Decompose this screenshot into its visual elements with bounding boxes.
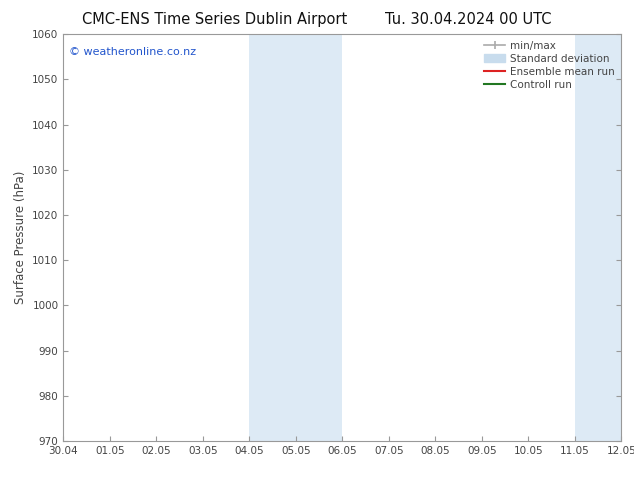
Y-axis label: Surface Pressure (hPa): Surface Pressure (hPa): [14, 171, 27, 304]
Text: CMC-ENS Time Series Dublin Airport: CMC-ENS Time Series Dublin Airport: [82, 12, 347, 27]
Text: © weatheronline.co.nz: © weatheronline.co.nz: [69, 47, 196, 56]
Legend: min/max, Standard deviation, Ensemble mean run, Controll run: min/max, Standard deviation, Ensemble me…: [481, 37, 618, 93]
Bar: [575, 34, 634, 441]
Bar: [249, 34, 342, 441]
Text: Tu. 30.04.2024 00 UTC: Tu. 30.04.2024 00 UTC: [385, 12, 552, 27]
